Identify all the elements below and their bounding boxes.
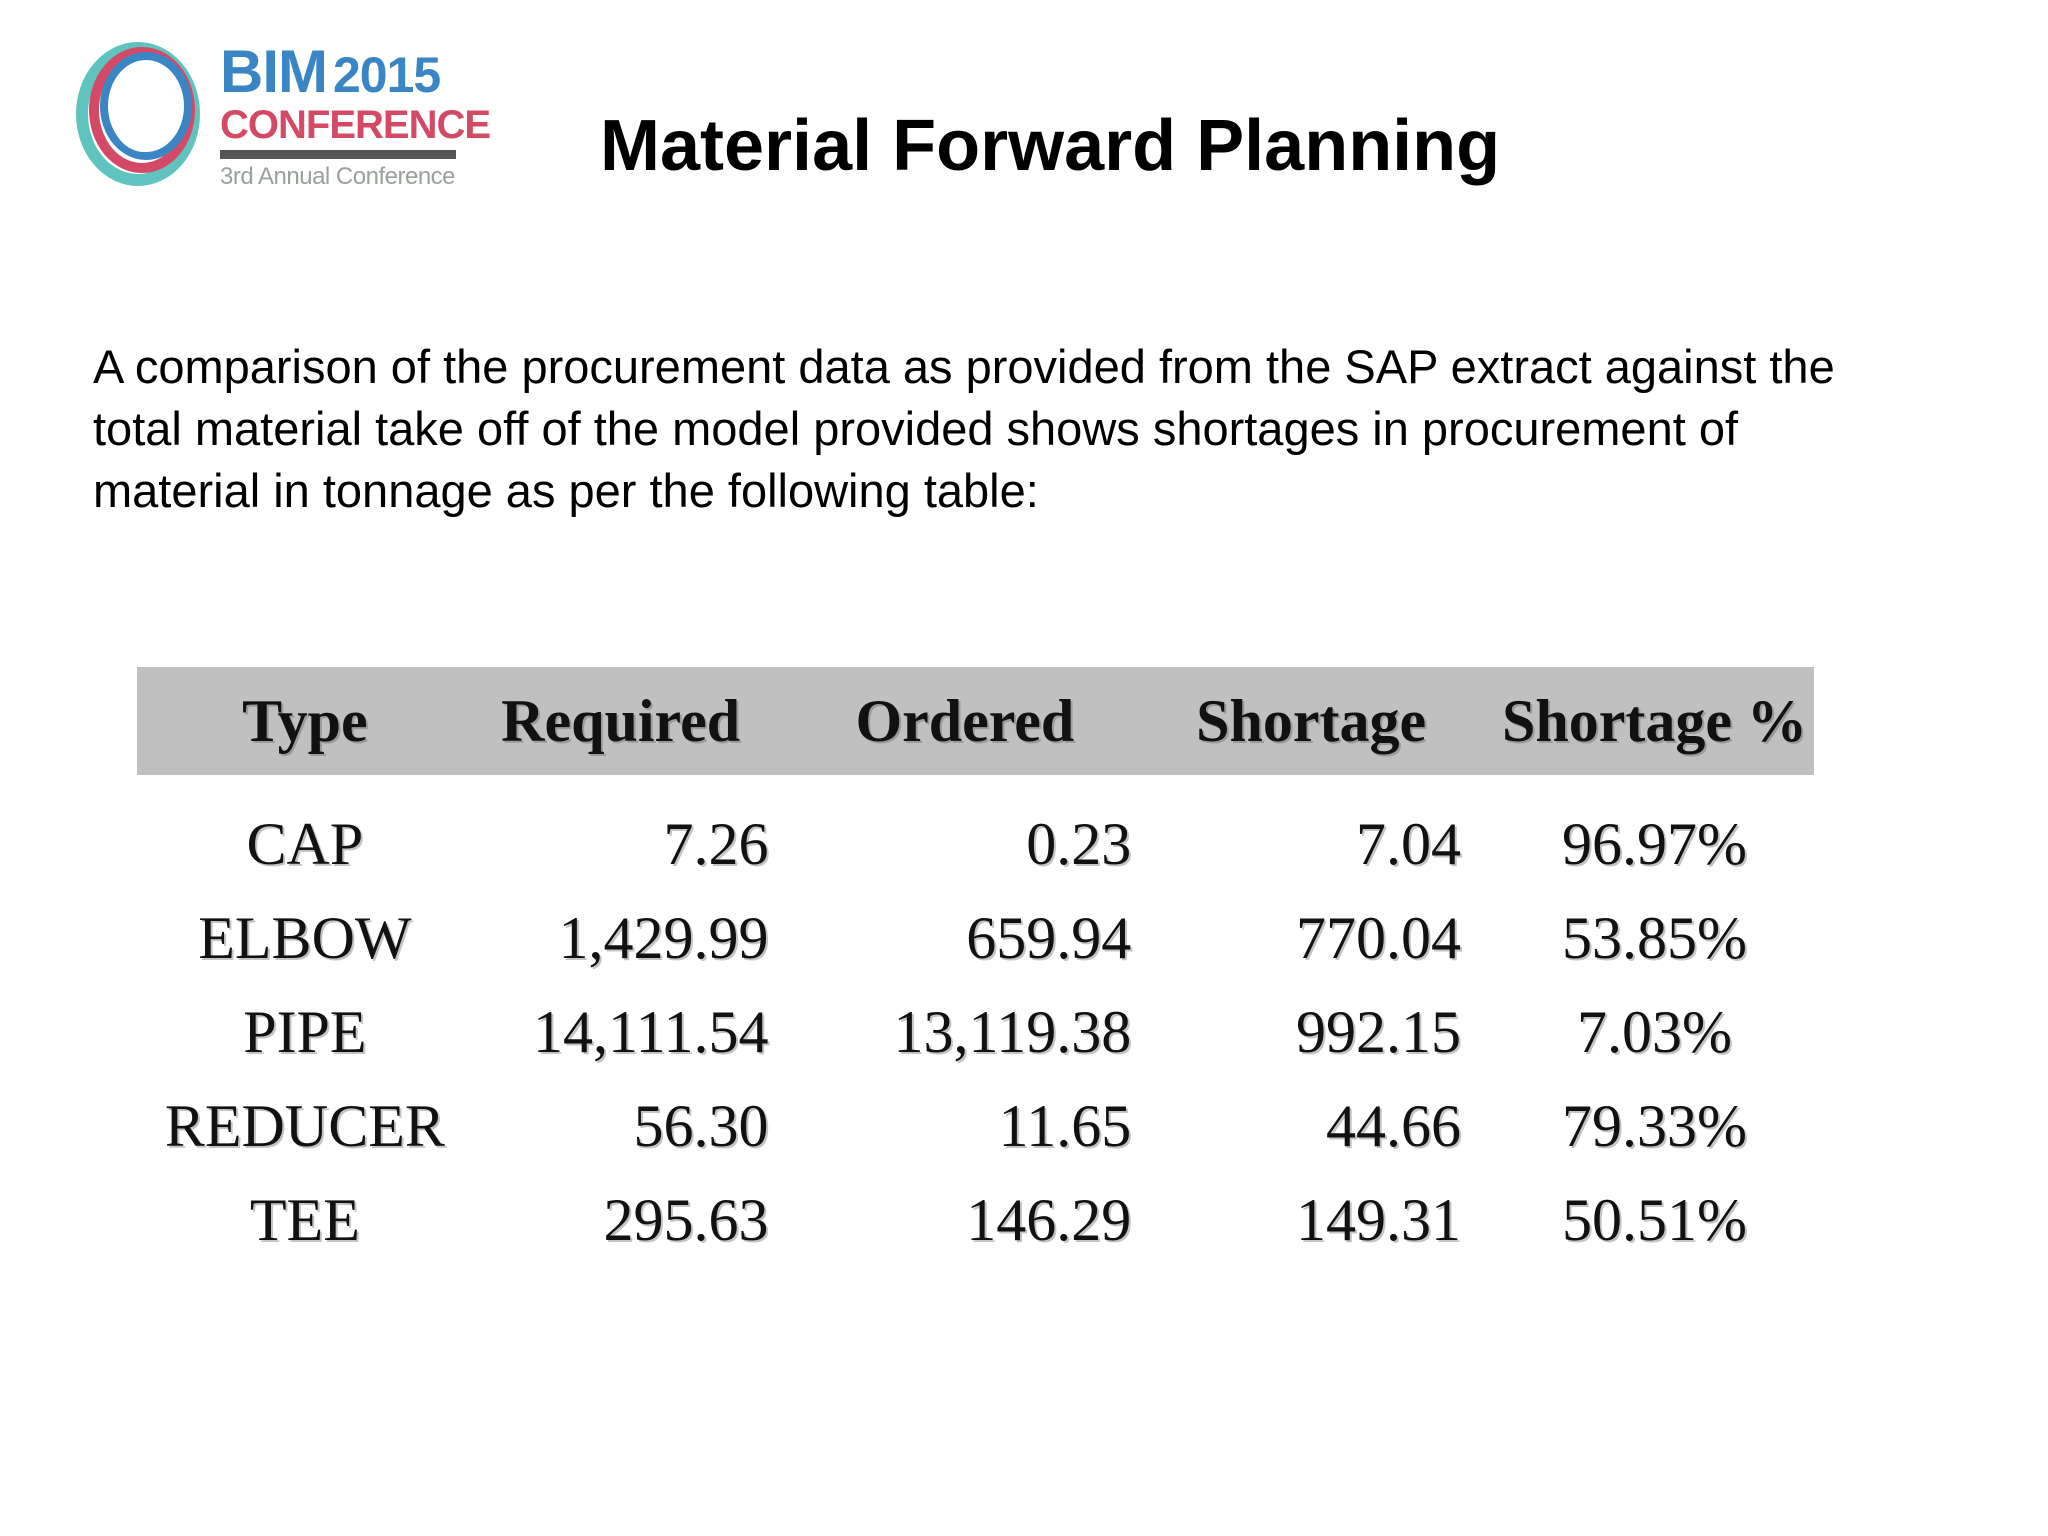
cell-required: 1,429.99 xyxy=(558,904,769,971)
header-shortage: Shortage xyxy=(1161,667,1496,775)
header-required: Required xyxy=(472,667,799,775)
cell-required: 295.63 xyxy=(603,1186,769,1253)
intro-paragraph: A comparison of the procurement data as … xyxy=(93,340,1835,517)
logo-subtitle: 3rd Annual Conference xyxy=(220,163,456,190)
cell-type: REDUCER xyxy=(164,1092,445,1159)
header-shortage-pct: Shortage % xyxy=(1495,667,1814,775)
cell-required: 14,111.54 xyxy=(532,998,769,1065)
cell-required: 56.30 xyxy=(633,1092,769,1159)
cell-shortage-pct: 79.33% xyxy=(1562,1092,1747,1159)
cell-type: TEE xyxy=(249,1186,360,1253)
logo-conference: CONFERENCE xyxy=(220,103,491,147)
logo-line1: BIM 2015 xyxy=(220,40,495,104)
cell-ordered: 0.23 xyxy=(1026,810,1132,877)
cell-shortage-pct: 53.85% xyxy=(1562,904,1747,971)
table-row: CAP 7.26 0.23 7.04 96.97% xyxy=(137,775,1814,891)
cell-ordered: 11.65 xyxy=(998,1092,1132,1159)
table-header-row: Type Required Ordered Shortage Shortage … xyxy=(137,667,1814,775)
cell-shortage: 44.66 xyxy=(1326,1092,1462,1159)
shortage-table: Type Required Ordered Shortage Shortage … xyxy=(137,667,1814,1267)
cell-shortage: 992.15 xyxy=(1296,998,1462,1065)
cell-shortage: 7.04 xyxy=(1356,810,1462,877)
cell-required: 7.26 xyxy=(663,810,769,877)
slide-title: Material Forward Planning xyxy=(600,106,1501,186)
table-row: TEE 295.63 146.29 149.31 50.51% xyxy=(137,1173,1814,1267)
table-row: PIPE 14,111.54 13,119.38 992.15 7.03% xyxy=(137,985,1814,1079)
logo-bim: BIM xyxy=(220,38,328,105)
header-ordered: Ordered xyxy=(798,667,1162,775)
cell-shortage-pct: 96.97% xyxy=(1562,810,1747,877)
cell-ordered: 146.29 xyxy=(966,1186,1132,1253)
cell-ordered: 13,119.38 xyxy=(893,998,1132,1065)
cell-shortage: 770.04 xyxy=(1296,904,1462,971)
conference-logo: BIM 2015 CONFERENCE 3rd Annual Conference xyxy=(74,34,494,194)
cell-type: ELBOW xyxy=(198,904,412,971)
cell-type: PIPE xyxy=(243,998,367,1065)
header-type: Type xyxy=(137,667,473,775)
cell-shortage-pct: 7.03% xyxy=(1577,998,1732,1065)
cell-ordered: 659.94 xyxy=(966,904,1132,971)
cell-type: CAP xyxy=(246,810,364,877)
table-row: REDUCER 56.30 11.65 44.66 79.33% xyxy=(137,1079,1814,1173)
cell-shortage-pct: 50.51% xyxy=(1562,1186,1747,1253)
logo-divider xyxy=(220,150,456,159)
cell-shortage: 149.31 xyxy=(1296,1186,1462,1253)
table-row: ELBOW 1,429.99 659.94 770.04 53.85% xyxy=(137,891,1814,985)
logo-rings-icon xyxy=(76,42,200,186)
logo-year: 2015 xyxy=(332,47,441,103)
logo-text: BIM 2015 CONFERENCE 3rd Annual Conference xyxy=(220,40,495,191)
